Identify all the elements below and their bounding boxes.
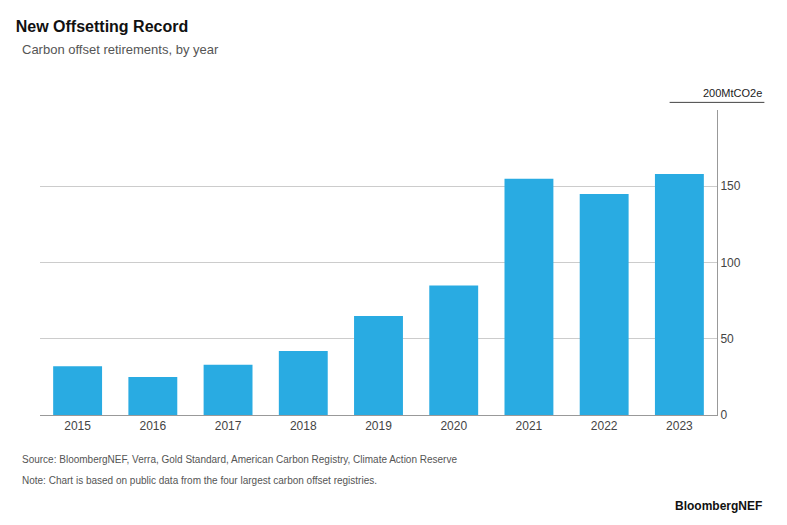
svg-text:2015: 2015 (64, 419, 91, 433)
svg-text:2019: 2019 (365, 419, 392, 433)
svg-text:2020: 2020 (440, 419, 467, 433)
svg-text:2021: 2021 (516, 419, 543, 433)
svg-text:150: 150 (720, 179, 740, 193)
svg-text:2016: 2016 (139, 419, 166, 433)
svg-text:New Offsetting Record: New Offsetting Record (16, 18, 188, 35)
svg-text:Source: BloombergNEF, Verra, G: Source: BloombergNEF, Verra, Gold Standa… (22, 454, 457, 465)
svg-text:2018: 2018 (290, 419, 317, 433)
svg-text:Carbon offset retirements, by: Carbon offset retirements, by year (22, 42, 219, 57)
svg-text:2022: 2022 (591, 419, 618, 433)
svg-text:0: 0 (720, 408, 727, 422)
svg-text:BloombergNEF: BloombergNEF (675, 499, 762, 513)
svg-text:200MtCO2e: 200MtCO2e (703, 87, 762, 99)
svg-text:50: 50 (720, 332, 734, 346)
svg-text:100: 100 (720, 256, 740, 270)
svg-text:2023: 2023 (666, 419, 693, 433)
svg-text:2017: 2017 (215, 419, 242, 433)
svg-text:Note: Chart is based on public: Note: Chart is based on public data from… (22, 475, 377, 486)
